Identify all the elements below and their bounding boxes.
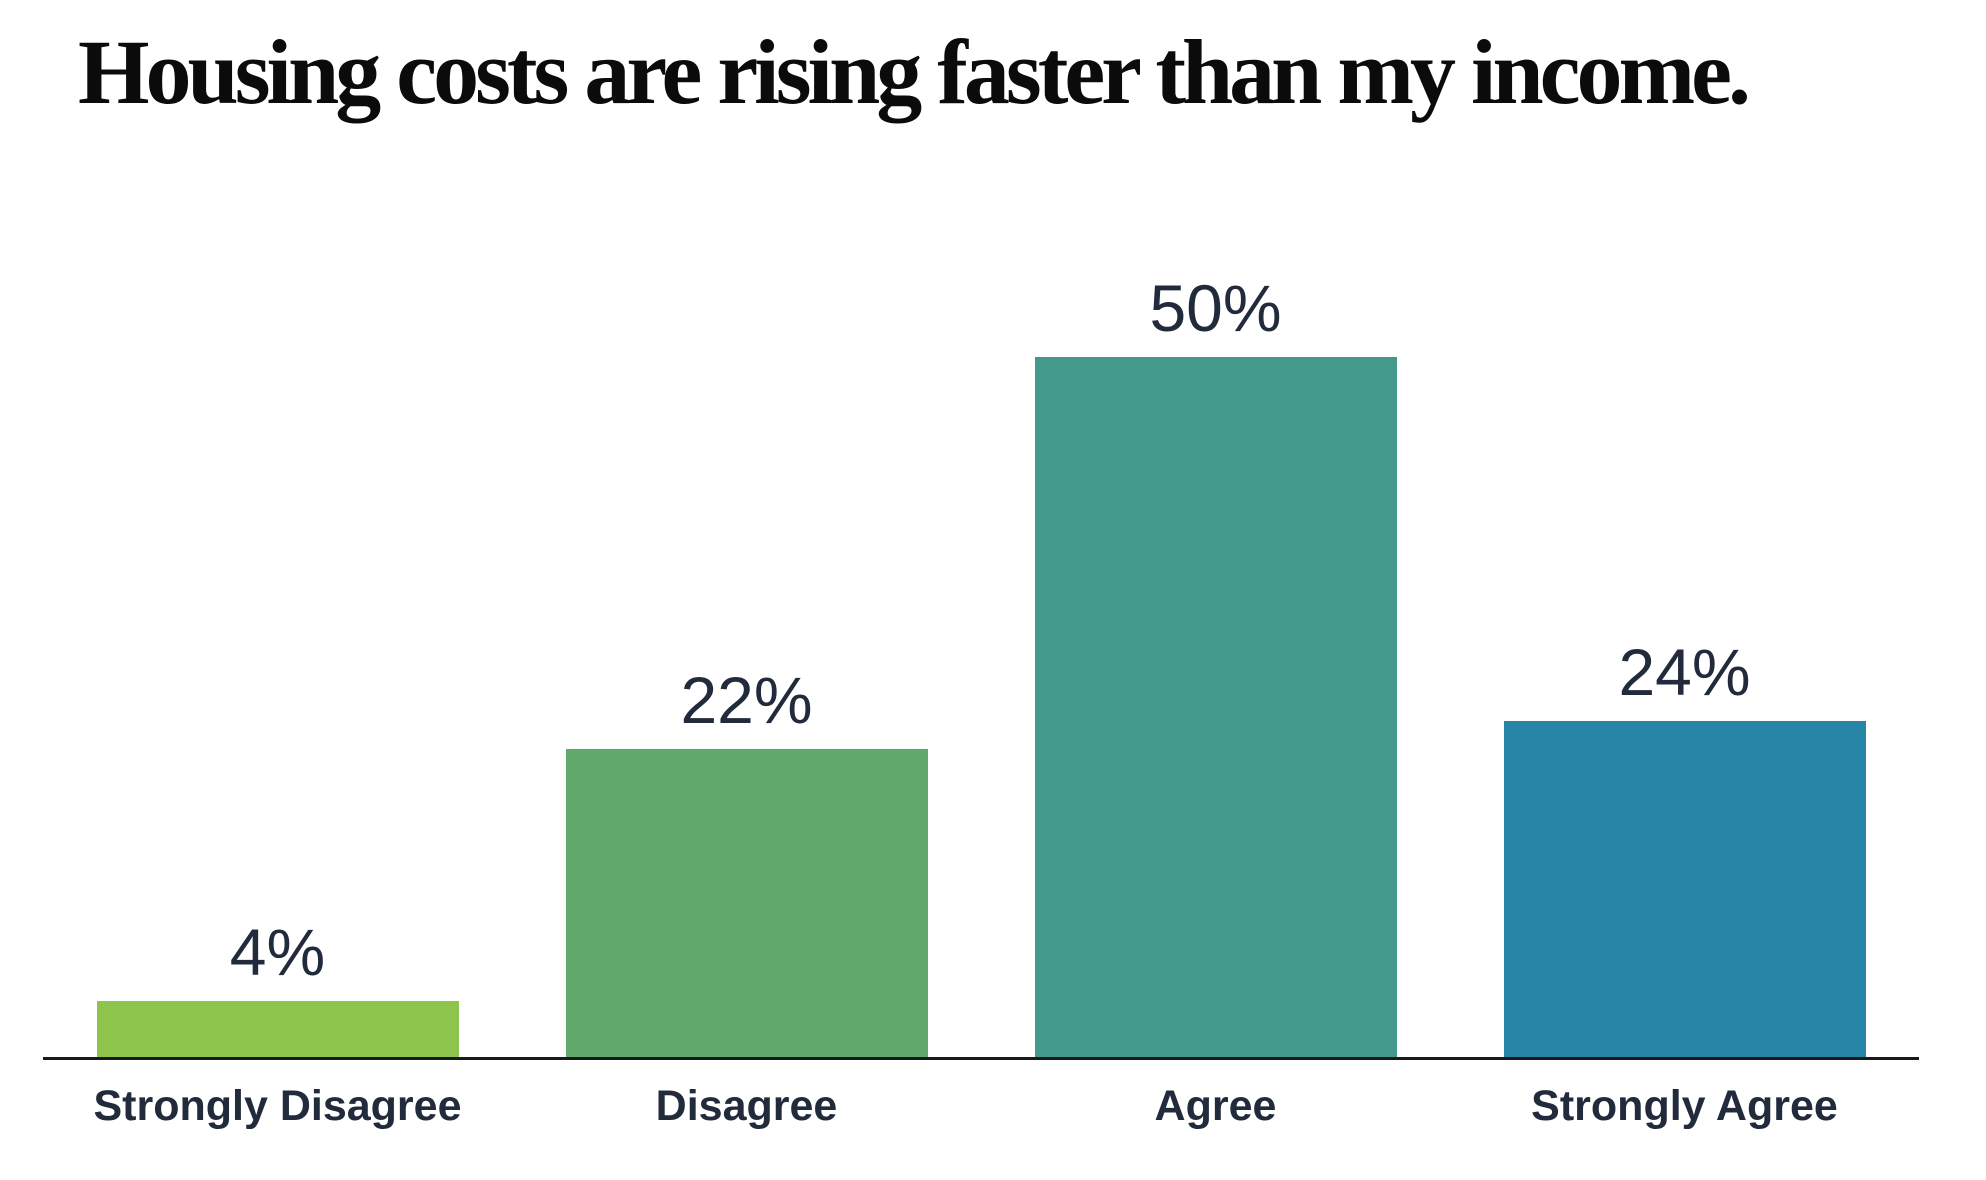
bar-columns: 4% 22% 50% 24% bbox=[43, 275, 1919, 1057]
bar-strongly-agree bbox=[1503, 721, 1866, 1057]
bar-value-label: 22% bbox=[680, 663, 813, 737]
bar-disagree bbox=[565, 749, 928, 1057]
plot-area: 4% 22% 50% 24% bbox=[43, 0, 1919, 1060]
bar-group-strongly-disagree: 4% bbox=[43, 919, 512, 1057]
x-axis-label-strongly-agree: Strongly Agree bbox=[1531, 1082, 1838, 1130]
bar-agree bbox=[1034, 357, 1397, 1057]
bar-value-label: 24% bbox=[1618, 635, 1751, 709]
x-axis-label-disagree: Disagree bbox=[655, 1082, 838, 1130]
x-axis-label-strongly-disagree: Strongly Disagree bbox=[93, 1082, 462, 1130]
bar-group-agree: 50% bbox=[981, 275, 1450, 1057]
bar-group-strongly-agree: 24% bbox=[1450, 639, 1919, 1057]
bar-strongly-disagree bbox=[96, 1001, 459, 1057]
x-axis-label-agree: Agree bbox=[1154, 1082, 1277, 1130]
x-axis-category-row: Strongly Disagree Disagree Agree Strongl… bbox=[43, 1082, 1919, 1130]
bar-value-label: 50% bbox=[1149, 271, 1282, 345]
bar-group-disagree: 22% bbox=[512, 667, 981, 1057]
bar-value-label: 4% bbox=[229, 915, 326, 989]
chart-title: Housing costs are rising faster than my … bbox=[78, 21, 1751, 123]
